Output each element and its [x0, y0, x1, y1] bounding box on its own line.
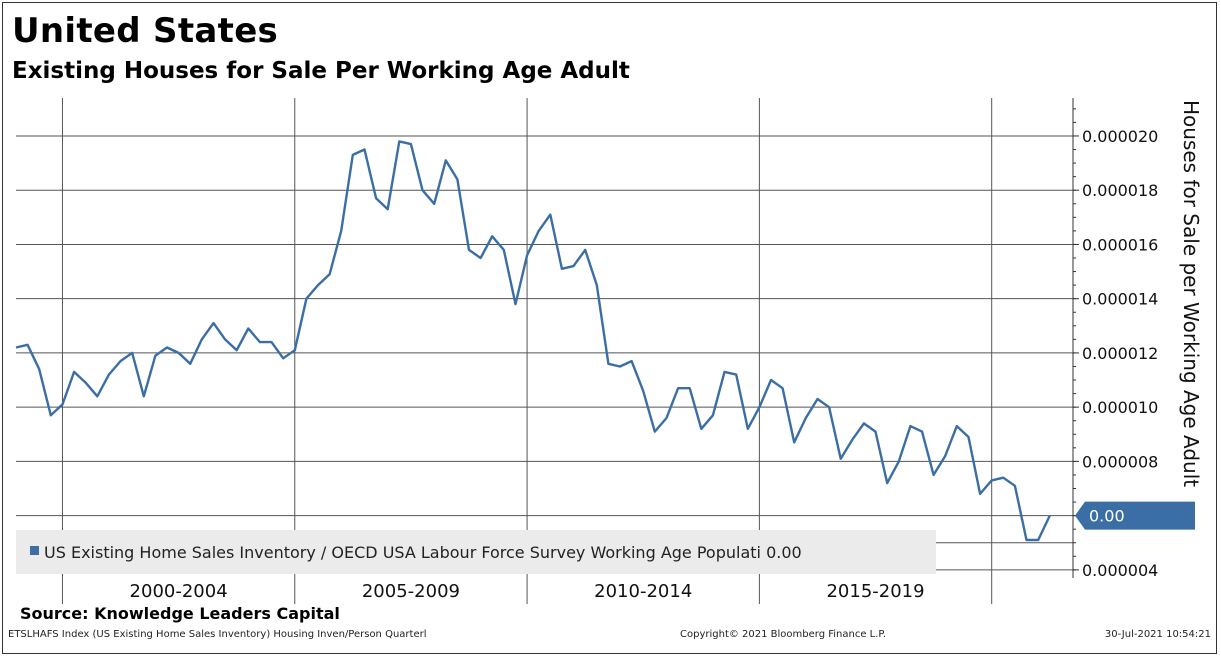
chart-subtitle: Existing Houses for Sale Per Working Age…	[12, 58, 630, 84]
legend-swatch	[30, 546, 39, 555]
period-dividers	[61, 98, 993, 604]
y-tick-label: 0.000004	[1082, 561, 1158, 580]
y-tick-label: 0.000012	[1082, 344, 1158, 363]
x-period-label: 2010-2014	[594, 581, 692, 602]
current-value-badge: 0.00	[1075, 501, 1195, 530]
y-tick-label: 0.000018	[1082, 181, 1158, 200]
legend-entry: US Existing Home Sales Inventory / OECD …	[44, 543, 802, 562]
legend-background	[16, 530, 936, 574]
series-line	[15, 140, 1051, 542]
y-tick-label: 0.000020	[1082, 127, 1158, 146]
y-tick-label: 0.000016	[1082, 235, 1158, 254]
y-axis-label: Houses for Sale per Working Age Adult	[1179, 100, 1203, 487]
y-tick-label: 0.000010	[1082, 398, 1158, 417]
badge-text: 0.00	[1089, 507, 1125, 526]
badge-shape	[1075, 501, 1195, 530]
index-note: ETSLHAFS Index (US Existing Home Sales I…	[8, 629, 427, 640]
x-period-label: 2005-2009	[362, 581, 460, 602]
grid-layer	[16, 135, 1073, 571]
legend: US Existing Home Sales Inventory / OECD …	[30, 543, 802, 562]
x-period-labels: 2000-2004 2005-2009 2010-2014 2015-2019	[130, 581, 925, 602]
x-period-label: 2015-2019	[826, 581, 924, 602]
timestamp: 30-Jul-2021 10:54:21	[1104, 629, 1211, 640]
chart-title: United States	[12, 11, 279, 51]
x-period-label: 2000-2004	[130, 581, 228, 602]
source-note: Source: Knowledge Leaders Capital	[20, 604, 340, 623]
y-tick-label: 0.000014	[1082, 290, 1158, 309]
copyright-note: Copyright© 2021 Bloomberg Finance L.P.	[680, 629, 887, 640]
y-tick-label: 0.000008	[1082, 452, 1158, 471]
